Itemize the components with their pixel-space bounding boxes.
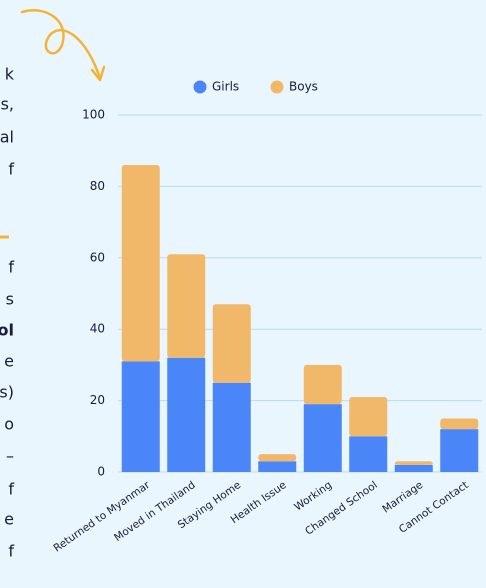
y-tick-label: 60 xyxy=(90,250,105,264)
side-text: o xyxy=(4,415,14,434)
bar-segment xyxy=(258,461,297,472)
side-text: f xyxy=(8,258,14,277)
legend-label: Boys xyxy=(289,80,318,94)
bar-segment xyxy=(349,397,388,437)
bar-segment xyxy=(303,404,342,472)
arrow-head xyxy=(90,65,106,82)
x-tick-label: Working xyxy=(292,479,334,513)
side-text: f xyxy=(8,542,14,561)
side-text: e xyxy=(4,510,14,529)
side-text: f xyxy=(8,480,14,499)
bar-segment xyxy=(167,254,206,358)
legend-swatch xyxy=(270,80,284,94)
side-text: s, xyxy=(1,95,14,114)
y-tick-label: 20 xyxy=(90,393,105,407)
bar-segment xyxy=(121,361,160,472)
bar-segment xyxy=(212,304,251,383)
y-tick-label: 100 xyxy=(82,108,105,122)
y-tick-label: 40 xyxy=(90,322,105,336)
bar-segment xyxy=(303,364,342,405)
y-tick-label: 0 xyxy=(97,465,105,479)
side-text: ol xyxy=(0,321,14,340)
side-text: al xyxy=(0,128,14,147)
bar-segment xyxy=(212,382,251,472)
bar-segment xyxy=(440,418,479,430)
side-text: f xyxy=(8,160,14,179)
bar-segment xyxy=(349,436,388,472)
side-text: s xyxy=(6,290,14,309)
bar-segment xyxy=(440,429,479,472)
legend-swatch xyxy=(193,80,207,94)
bar-segment xyxy=(258,454,297,462)
y-tick-label: 80 xyxy=(90,179,105,193)
bar-segment xyxy=(167,357,206,472)
side-text: k xyxy=(5,65,15,84)
side-text: e xyxy=(4,352,14,371)
side-text: s) xyxy=(0,383,14,402)
x-tick-label: Moved in Thailand xyxy=(112,479,198,544)
bar-segment xyxy=(394,464,433,472)
bar-segment xyxy=(394,461,433,465)
decorative-arrow xyxy=(20,9,102,80)
legend-label: Girls xyxy=(212,80,239,94)
side-text: – xyxy=(6,447,14,466)
bar-segment xyxy=(121,164,160,362)
